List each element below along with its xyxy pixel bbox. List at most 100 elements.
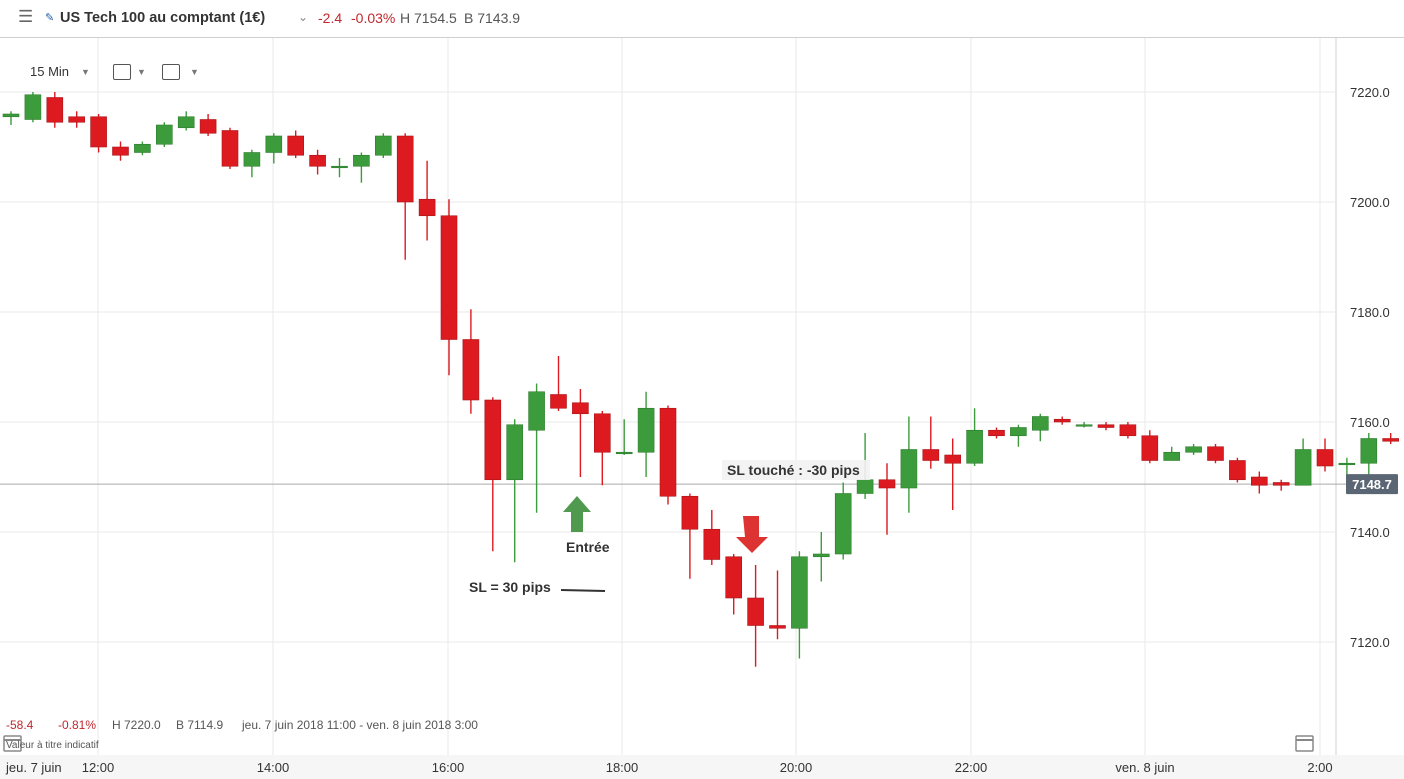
candle-down bbox=[1251, 476, 1268, 486]
candle-up bbox=[1010, 427, 1027, 437]
header-change: -2.4 bbox=[318, 10, 343, 26]
sl-label: SL = 30 pips bbox=[469, 579, 551, 595]
candle-up bbox=[177, 116, 195, 129]
y-tick-label: 7200.0 bbox=[1350, 195, 1390, 210]
x-tick-label: 22:00 bbox=[955, 760, 988, 775]
pencil-icon[interactable]: ✎ bbox=[45, 12, 55, 24]
candle-down bbox=[1382, 438, 1399, 442]
hamburger-icon[interactable]: ☰ bbox=[18, 7, 34, 26]
y-tick-label: 7160.0 bbox=[1350, 415, 1390, 430]
candle-up bbox=[637, 407, 655, 453]
candle-down bbox=[396, 135, 414, 203]
candle-up bbox=[791, 556, 808, 629]
instrument-title[interactable]: US Tech 100 au comptant (1€) bbox=[60, 10, 266, 26]
x-tick-label: 12:00 bbox=[82, 760, 115, 775]
y-tick-label: 7140.0 bbox=[1350, 525, 1390, 540]
candles bbox=[2, 92, 1399, 667]
candle-up bbox=[528, 391, 545, 431]
candle-up bbox=[134, 143, 151, 153]
chevron-down-icon[interactable]: ⌄ bbox=[298, 10, 309, 24]
candle-up bbox=[1185, 446, 1202, 453]
candle-down bbox=[1316, 449, 1334, 467]
calendar-icon bbox=[3, 735, 22, 752]
chart-header: ☰ ✎ US Tech 100 au comptant (1€) ⌄ -2.4 … bbox=[0, 0, 1404, 38]
y-tick-label: 7180.0 bbox=[1350, 305, 1390, 320]
candle-up bbox=[156, 124, 173, 145]
footer-change-pct: -0.81% bbox=[58, 718, 97, 732]
candle-up bbox=[856, 479, 874, 494]
sl-touche-label: SL touché : -30 pips bbox=[727, 462, 860, 478]
candle-up bbox=[265, 135, 283, 153]
candle-up bbox=[2, 113, 20, 118]
candle-down bbox=[550, 394, 567, 409]
x-tick-label: ven. 8 juin bbox=[1115, 760, 1174, 775]
candle-down bbox=[572, 402, 589, 415]
sl-touche-bg bbox=[722, 460, 870, 480]
candle-up bbox=[1338, 462, 1356, 466]
candle-down bbox=[287, 135, 305, 156]
candle-up bbox=[1032, 416, 1049, 431]
candle-up bbox=[900, 449, 918, 489]
x-axis: jeu. 7 juin 12:00 14:00 16:00 18:00 20:00 22:0… bbox=[5, 760, 1333, 775]
chart-type-icon[interactable] bbox=[113, 64, 131, 80]
x-axis-bar bbox=[0, 755, 1404, 779]
candle-up bbox=[1163, 451, 1180, 461]
candle-down bbox=[725, 556, 743, 599]
header-change-pct: -0.03% bbox=[351, 10, 396, 26]
candle-down bbox=[199, 119, 217, 134]
candle-down bbox=[440, 215, 458, 340]
candle-down bbox=[593, 413, 611, 453]
sl-underline bbox=[560, 589, 606, 592]
candle-up bbox=[966, 429, 983, 464]
candle-down bbox=[1207, 446, 1224, 461]
indicators-dropdown-icon[interactable]: ▼ bbox=[190, 67, 199, 77]
candle-up bbox=[374, 135, 392, 156]
candle-up bbox=[24, 94, 42, 120]
candle-up bbox=[243, 152, 261, 167]
y-axis: 7120.0 7140.0 7160.0 7180.0 7200.0 7220.0 7148… bbox=[1346, 85, 1398, 650]
candle-down bbox=[484, 399, 502, 481]
header-high: H 7154.5 bbox=[400, 10, 457, 26]
current-price-tag bbox=[1346, 474, 1398, 495]
x-tick-label: jeu. 7 juin bbox=[5, 760, 62, 775]
entry-arrow-icon bbox=[563, 496, 591, 532]
candle-down bbox=[878, 479, 896, 489]
y-tick-label: 7220.0 bbox=[1350, 85, 1390, 100]
footer-range: jeu. 7 juin 2018 11:00 - ven. 8 juin 201… bbox=[242, 718, 478, 732]
candle-down bbox=[769, 625, 786, 629]
x-tick-label: 2:00 bbox=[1307, 760, 1332, 775]
footer-change: -58.4 bbox=[6, 718, 34, 732]
candle-down bbox=[112, 146, 129, 156]
candle-down bbox=[68, 116, 85, 123]
header-low: B 7143.9 bbox=[464, 10, 521, 26]
grid bbox=[0, 38, 1346, 755]
interval-selector[interactable]: 15 Min bbox=[30, 64, 70, 79]
candle-down bbox=[988, 429, 1005, 437]
x-tick-label: 20:00 bbox=[780, 760, 813, 775]
candle-down bbox=[747, 597, 764, 626]
candle-down bbox=[90, 116, 107, 148]
candle-up bbox=[331, 165, 348, 169]
x-tick-label: 14:00 bbox=[257, 760, 290, 775]
candle-down bbox=[309, 154, 326, 167]
interval-dropdown-icon[interactable]: ▼ bbox=[81, 67, 90, 77]
current-price-label: 7148.7 bbox=[1352, 477, 1392, 492]
candle-up bbox=[834, 493, 852, 555]
entree-label: Entrée bbox=[566, 539, 610, 555]
indicators-icon[interactable] bbox=[162, 64, 180, 80]
candle-down bbox=[944, 454, 962, 464]
candle-down bbox=[1272, 482, 1290, 486]
candle-down bbox=[681, 495, 699, 530]
x-tick-label: 18:00 bbox=[606, 760, 639, 775]
candle-up bbox=[1075, 424, 1093, 427]
footer-high: H 7220.0 bbox=[112, 718, 161, 732]
candle-down bbox=[922, 449, 940, 461]
stop-arrow-icon bbox=[736, 516, 768, 553]
candle-down bbox=[46, 97, 64, 123]
candle-down bbox=[1141, 435, 1159, 461]
candle-down bbox=[1053, 418, 1071, 423]
candle-down bbox=[418, 198, 436, 217]
chart-footer: -58.4 -0.81% H 7220.0 B 7114.9 jeu. 7 ju… bbox=[0, 716, 700, 756]
chart-type-dropdown-icon[interactable]: ▼ bbox=[137, 67, 146, 77]
